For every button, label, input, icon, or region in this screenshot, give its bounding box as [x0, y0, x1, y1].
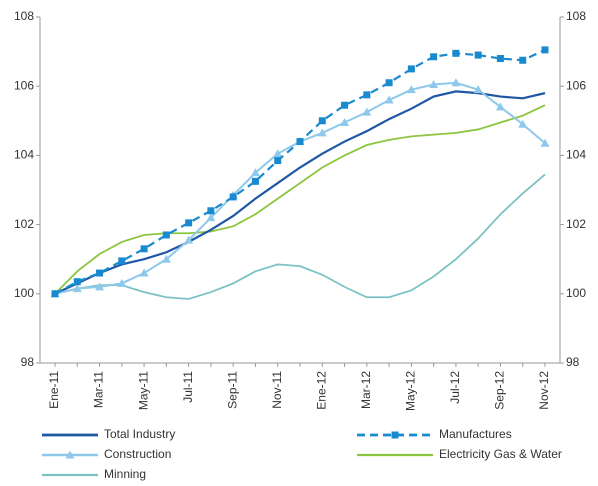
marker [207, 207, 215, 215]
marker [473, 85, 483, 94]
y-tick-label: 106 [14, 78, 34, 92]
marker [451, 78, 461, 87]
y-tick-label: 100 [14, 286, 34, 300]
marker [362, 107, 372, 116]
marker [540, 138, 550, 147]
marker [429, 79, 439, 88]
y2-tick-label: 102 [566, 217, 586, 231]
y2-tick-label: 108 [566, 9, 586, 23]
marker [273, 149, 283, 158]
y2-tick-label: 98 [566, 355, 580, 369]
marker [161, 254, 171, 263]
y-tick-label: 102 [14, 217, 34, 231]
marker [541, 46, 549, 54]
marker [140, 245, 148, 253]
marker [296, 138, 304, 146]
x-tick-label: Jul-11 [181, 371, 195, 403]
legend-label: Minning [104, 467, 146, 481]
y-tick-label: 104 [14, 148, 34, 162]
x-tick-label: Jul-12 [448, 371, 462, 404]
marker [96, 269, 104, 277]
legend-label: Construction [104, 447, 171, 461]
marker [385, 79, 393, 87]
y2-tick-label: 100 [566, 286, 586, 300]
marker [317, 128, 327, 137]
marker [407, 65, 415, 73]
series-line [54, 48, 546, 295]
marker [519, 56, 527, 64]
legend-label: Manufactures [439, 427, 512, 441]
marker [384, 95, 394, 104]
marker [452, 49, 460, 57]
series-line [54, 104, 546, 295]
marker [250, 168, 260, 177]
marker [430, 53, 438, 61]
series-line [54, 173, 546, 300]
marker [495, 102, 505, 111]
marker [51, 290, 59, 298]
x-tick-label: Nov-12 [537, 371, 551, 410]
x-tick-label: Ene-11 [47, 371, 61, 409]
series-line [54, 90, 546, 295]
marker [139, 268, 149, 277]
marker [318, 117, 326, 125]
x-tick-label: Mar-11 [92, 371, 106, 408]
y-tick-label: 108 [14, 9, 34, 23]
marker [274, 157, 282, 165]
marker [185, 219, 193, 227]
x-tick-label: Ene-12 [314, 371, 328, 410]
x-tick-label: Nov-11 [270, 371, 284, 409]
marker [229, 193, 237, 201]
x-tick-label: Sep-12 [493, 371, 507, 410]
marker [72, 284, 82, 293]
marker [184, 235, 194, 244]
marker [496, 55, 504, 63]
x-tick-label: Sep-11 [225, 371, 239, 409]
marker [162, 231, 170, 239]
y-tick-label: 98 [21, 355, 35, 369]
marker [518, 119, 528, 128]
marker [206, 213, 216, 222]
legend-label: Total Industry [104, 427, 175, 441]
marker [391, 431, 399, 439]
marker [341, 101, 349, 109]
marker [474, 51, 482, 59]
marker [251, 177, 259, 185]
marker [73, 278, 81, 286]
marker [340, 118, 350, 127]
marker [95, 282, 105, 291]
y2-tick-label: 106 [566, 78, 586, 92]
y2-tick-label: 104 [566, 148, 586, 162]
marker [118, 257, 126, 265]
x-tick-label: Mar-12 [359, 371, 373, 409]
marker [406, 85, 416, 94]
marker [65, 450, 75, 459]
marker [363, 91, 371, 99]
marker [117, 278, 127, 287]
x-tick-label: May-12 [404, 371, 418, 411]
x-tick-label: May-11 [136, 371, 150, 410]
legend-label: Electricity Gas & Water [439, 447, 562, 461]
